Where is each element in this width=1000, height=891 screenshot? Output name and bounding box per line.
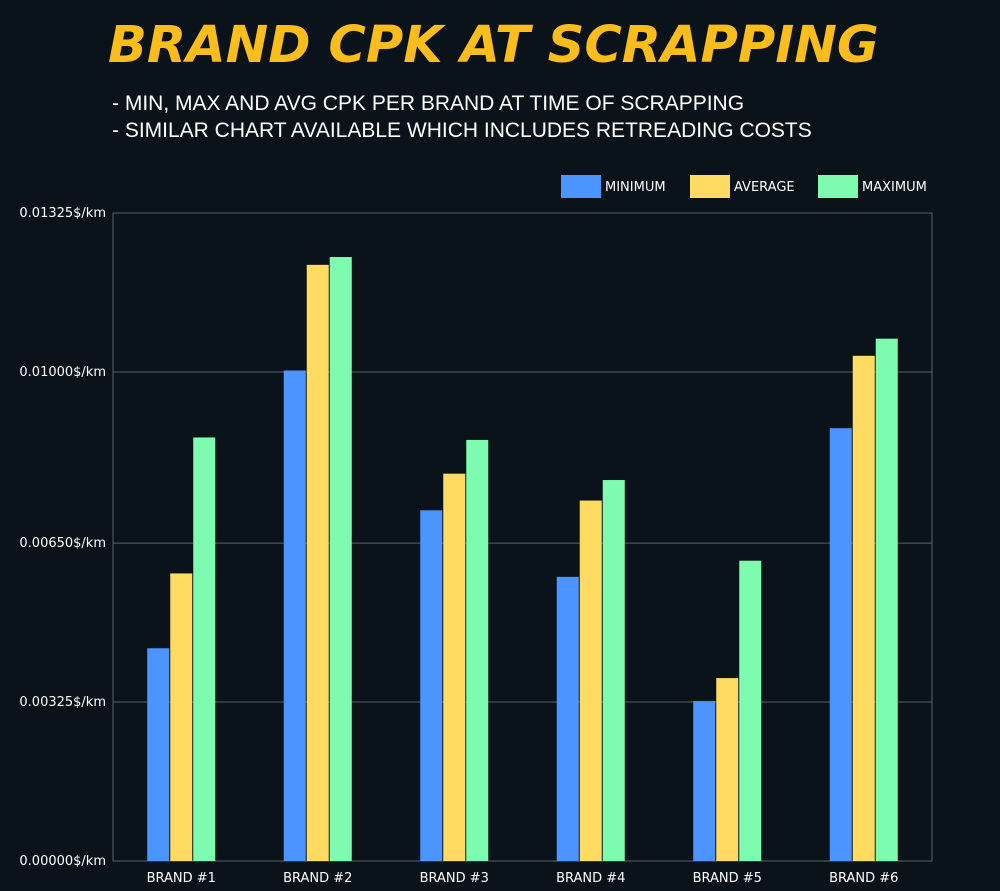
bar-maximum-6 [875,338,898,861]
y-tick-label: 0.00325$/km [19,695,106,710]
bar-minimum-5 [693,701,716,861]
bar-minimum-2 [283,370,306,861]
bar-minimum-1 [147,648,170,861]
y-tick-label: 0.00650$/km [19,536,106,551]
bar-minimum-6 [829,428,852,861]
y-axis-ticks: 0.00000$/km 0.00325$/km 0.00650$/km 0.01000… [19,206,106,869]
grid-lines [112,212,933,862]
bar-minimum-4 [556,576,579,861]
bar-average-1 [170,573,193,861]
y-tick-label: 0.01000$/km [19,365,106,380]
x-tick-label: BRAND #4 [556,871,625,886]
x-tick-label: BRAND #5 [693,871,762,886]
bar-average-4 [579,500,602,861]
bars [147,257,898,862]
bar-maximum-2 [329,257,352,861]
legend-swatch-maximum [818,175,858,198]
x-tick-label: BRAND #3 [420,871,489,886]
bar-average-5 [716,678,739,861]
bar-maximum-3 [466,439,489,861]
y-tick-label: 0.00000$/km [19,854,106,869]
y-tick-label: 0.01325$/km [19,206,106,221]
legend-label-minimum: MINIMUM [605,180,666,195]
plot-frame [112,212,933,862]
x-tick-label: BRAND #2 [283,871,352,886]
x-axis-ticks: BRAND #1 BRAND #2 BRAND #3 BRAND #4 BRAND #5… [147,871,899,886]
subtitle-line-2: - SIMILAR CHART AVAILABLE WHICH INCLUDES… [112,119,812,142]
subtitle-line-1: - MIN, MAX AND AVG CPK PER BRAND AT TIME… [112,92,745,115]
bar-maximum-1 [193,437,216,861]
bar-maximum-5 [739,560,762,861]
legend-label-average: AVERAGE [734,180,795,195]
x-tick-label: BRAND #1 [147,871,216,886]
bar-average-2 [306,264,329,862]
bar-average-3 [443,473,466,861]
bar-average-6 [852,355,875,861]
legend-swatch-minimum [561,175,601,198]
chart-subtitle: - MIN, MAX AND AVG CPK PER BRAND AT TIME… [112,90,812,144]
chart-title: BRAND CPK AT SCRAPPING [108,16,879,75]
x-tick-label: BRAND #6 [829,871,898,886]
bar-maximum-4 [602,480,625,861]
bar-minimum-3 [420,510,443,861]
legend-swatch-average [690,175,730,198]
legend: MINIMUM AVERAGE MAXIMUM [561,175,927,198]
legend-label-maximum: MAXIMUM [862,180,927,195]
